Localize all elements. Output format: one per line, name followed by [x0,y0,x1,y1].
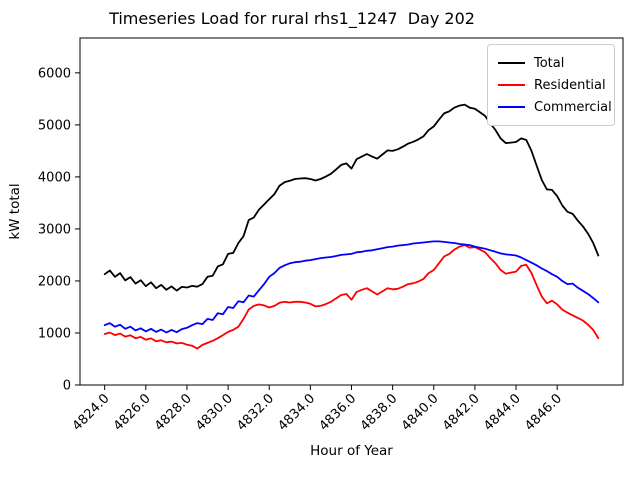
x-tick-label: 4832.0 [234,391,277,434]
x-tick-label: 4838.0 [358,391,401,434]
legend-item-total: Total [498,52,606,74]
chart-title: Timeseries Load for rural rhs1_1247 Day … [109,9,475,28]
x-tick-label: 4830.0 [193,391,236,434]
y-tick-label: 0 [63,379,71,394]
legend: Total Residential Commercial [487,44,615,126]
x-tick-label: 4840.0 [399,391,442,434]
x-tick-label: 4826.0 [111,391,154,434]
y-axis-label: kW total [7,183,23,239]
legend-label: Residential [534,77,606,93]
y-tick-label: 1000 [38,326,71,341]
legend-label: Total [534,55,565,71]
x-tick-label: 4842.0 [440,391,483,434]
legend-line-swatch [498,84,525,86]
x-tick-label: 4836.0 [317,391,360,434]
series-line-total [103,103,600,292]
legend-item-commercial: Commercial [498,96,612,118]
legend-label: Commercial [534,99,612,115]
y-tick-label: 3000 [38,222,71,237]
y-tick-label: 6000 [38,66,71,81]
x-tick-label: 4834.0 [275,391,318,434]
legend-line-swatch [498,62,525,64]
series-line-residential [103,244,600,350]
x-tick-label: 4824.0 [70,391,113,434]
y-tick-label: 2000 [38,274,71,289]
series-line-commercial [103,240,600,334]
legend-item-residential: Residential [498,74,606,96]
x-tick-label: 4844.0 [481,391,524,434]
y-tick-label: 5000 [38,118,71,133]
x-tick-label: 4828.0 [152,391,195,434]
legend-line-swatch [498,106,525,108]
x-tick-label: 4846.0 [522,391,565,434]
x-axis-label: Hour of Year [310,443,393,459]
y-tick-label: 4000 [38,170,71,185]
